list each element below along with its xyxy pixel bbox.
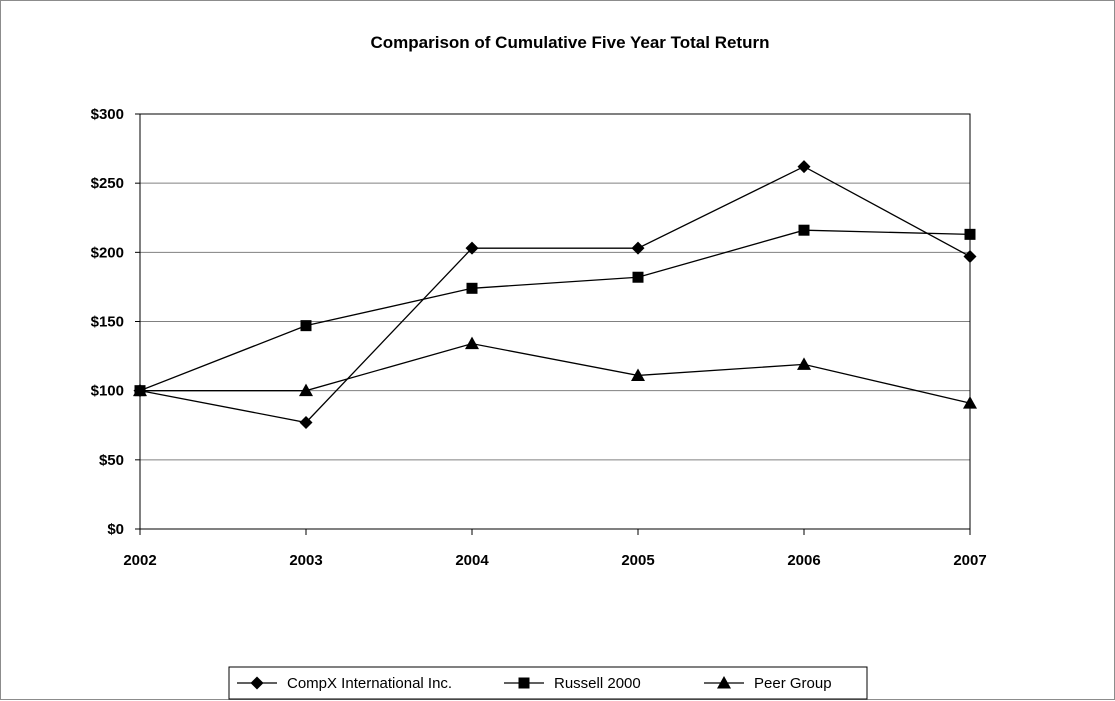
data-point [631, 368, 645, 381]
data-point [465, 336, 479, 350]
y-tick-label: $50 [99, 452, 124, 469]
data-point [465, 241, 479, 255]
series-diamond [133, 160, 977, 429]
x-tick-label: 2002 [123, 552, 156, 569]
legend-entry: CompX International Inc. [237, 675, 452, 692]
y-tick-label: $0 [107, 521, 124, 538]
legend-label: CompX International Inc. [287, 675, 452, 692]
data-point [299, 415, 313, 429]
legend-entry: Peer Group [704, 675, 832, 692]
series [133, 160, 977, 429]
data-point [632, 271, 644, 283]
y-tick-label: $200 [91, 244, 124, 261]
data-point [964, 228, 976, 240]
series-triangle [133, 336, 977, 409]
legend-entry: Russell 2000 [504, 675, 641, 692]
legend: CompX International Inc. Russell 2000 Peer… [228, 666, 868, 700]
legend-label: Russell 2000 [554, 675, 641, 692]
chart-title: Comparison of Cumulative Five Year Total… [371, 33, 770, 52]
y-tick-label: $150 [91, 314, 124, 331]
data-point [963, 396, 977, 409]
y-tick-labels: $0 $50 $100 $150 $200 $250 $300 [91, 106, 124, 538]
data-point [631, 241, 645, 255]
data-point [797, 357, 811, 370]
y-tick-label: $100 [91, 383, 124, 400]
x-tick-label: 2005 [621, 552, 654, 569]
data-point [466, 282, 478, 294]
data-point [797, 160, 811, 174]
legend-marker [250, 676, 264, 690]
data-point [300, 320, 312, 332]
data-point [133, 383, 147, 397]
data-point [798, 224, 810, 236]
series-line [140, 342, 971, 404]
x-tick-labels: 2002 2003 2004 2005 2006 2007 [123, 552, 986, 569]
data-point [299, 383, 313, 397]
x-tick-label: 2004 [455, 552, 489, 569]
series-square [134, 224, 976, 397]
x-tick-label: 2007 [953, 552, 986, 569]
axes [135, 113, 971, 535]
data-point [963, 249, 977, 263]
legend-marker [717, 676, 731, 689]
grid-lines [140, 182, 970, 461]
x-tick-label: 2003 [289, 552, 322, 569]
y-tick-label: $250 [91, 175, 124, 192]
legend-box [228, 666, 868, 700]
x-tick-label: 2006 [787, 552, 820, 569]
y-tick-label: $300 [91, 106, 124, 123]
series-line [139, 165, 971, 424]
series-line [139, 229, 971, 392]
legend-label: Peer Group [754, 675, 832, 692]
legend-marker [518, 677, 530, 689]
